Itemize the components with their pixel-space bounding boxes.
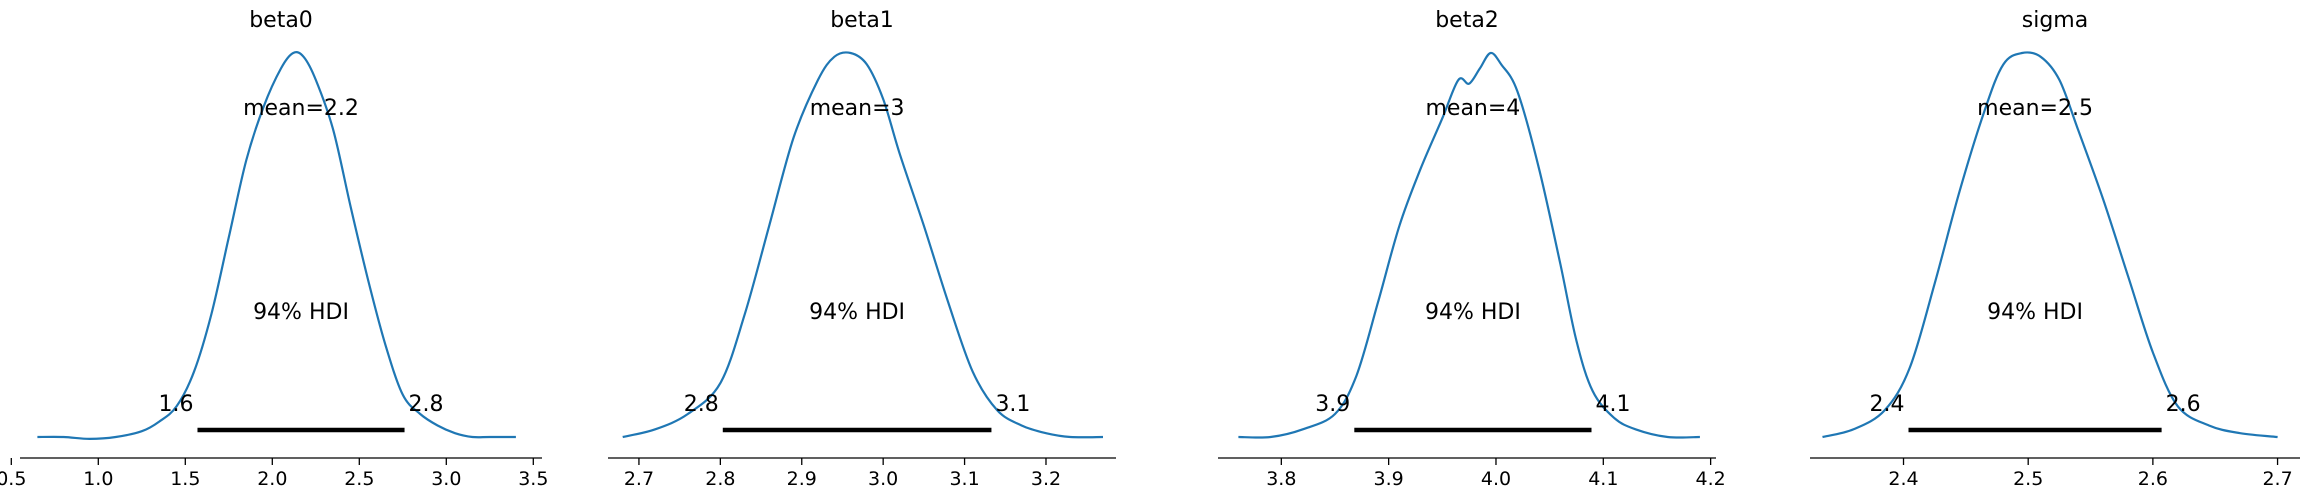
x-tick-label: 2.4 <box>1888 468 1918 490</box>
density-curve <box>622 51 1104 439</box>
x-tick-label: 3.5 <box>518 468 548 490</box>
hdi-low-label: 2.4 <box>1869 392 1904 417</box>
x-tick-label: 2.9 <box>787 468 817 490</box>
x-tick-label: 1.0 <box>83 468 113 490</box>
x-tick-label: 3.0 <box>431 468 461 490</box>
x-tick-label: 3.8 <box>1266 468 1296 490</box>
x-tick-label: 2.0 <box>257 468 287 490</box>
x-tick-label: 2.5 <box>344 468 374 490</box>
panel-beta1: 2.7 2.8 2.9 3.0 3.1 3.2 beta1 mean=3 94% HDI … <box>608 8 1116 490</box>
x-tick-label: 3.0 <box>868 468 898 490</box>
density-curve <box>37 51 516 440</box>
panel-title: beta2 <box>1435 8 1499 33</box>
hdi-high-label: 2.8 <box>409 392 444 417</box>
x-tick-label: 2.5 <box>2013 468 2043 490</box>
hdi-low-label: 1.6 <box>158 392 193 417</box>
x-tick-label: 0.5 <box>0 468 26 490</box>
x-tick-label: 1.5 <box>170 468 200 490</box>
x-tick-label: 2.6 <box>2138 468 2168 490</box>
mean-label: mean=3 <box>810 96 905 121</box>
hdi-high-label: 3.1 <box>995 392 1030 417</box>
x-tick-label: 4.0 <box>1481 468 1511 490</box>
density-plot-area: 0.5 1.0 1.5 2.0 2.5 3.0 3.5 <box>0 51 548 490</box>
panel-beta0: 0.5 1.0 1.5 2.0 2.5 3.0 3.5 beta0 mean=2.2 94%… <box>0 8 548 490</box>
density-curve <box>1238 51 1700 439</box>
x-tick-label: 3.2 <box>1031 468 1061 490</box>
density-plot-area: 2.7 2.8 2.9 3.0 3.1 3.2 <box>608 51 1116 490</box>
panel-title: beta0 <box>249 8 313 33</box>
x-tick-label: 4.2 <box>1696 468 1726 490</box>
hdi-low-label: 2.8 <box>684 392 719 417</box>
hdi-label: 94% HDI <box>809 300 905 325</box>
hdi-label: 94% HDI <box>1987 300 2083 325</box>
hdi-label: 94% HDI <box>1425 300 1521 325</box>
mean-label: mean=2.2 <box>243 96 359 121</box>
mean-label: mean=2.5 <box>1977 96 2093 121</box>
x-tick-label: 4.1 <box>1588 468 1618 490</box>
x-tick-label: 2.8 <box>705 468 735 490</box>
x-tick-label: 2.7 <box>624 468 654 490</box>
x-tick-label: 3.9 <box>1374 468 1404 490</box>
panel-sigma: 2.4 2.5 2.6 2.7 sigma mean=2.5 94% HDI 2.4 … <box>1810 8 2300 490</box>
density-curve <box>1822 51 2278 439</box>
x-tick-label: 3.1 <box>949 468 979 490</box>
panel-title: sigma <box>2022 8 2088 33</box>
hdi-high-label: 2.6 <box>2166 392 2201 417</box>
hdi-label: 94% HDI <box>253 300 349 325</box>
x-tick-label: 2.7 <box>2262 468 2292 490</box>
panel-beta2: 3.8 3.9 4.0 4.1 4.2 beta2 mean=4 94% HDI 3.9… <box>1218 8 1726 490</box>
density-plot-area: 3.8 3.9 4.0 4.1 4.2 <box>1218 51 1726 490</box>
mean-label: mean=4 <box>1425 96 1520 121</box>
density-plot-area: 2.4 2.5 2.6 2.7 <box>1810 51 2300 490</box>
hdi-high-label: 4.1 <box>1596 392 1631 417</box>
hdi-low-label: 3.9 <box>1315 392 1350 417</box>
panel-title: beta1 <box>830 8 894 33</box>
